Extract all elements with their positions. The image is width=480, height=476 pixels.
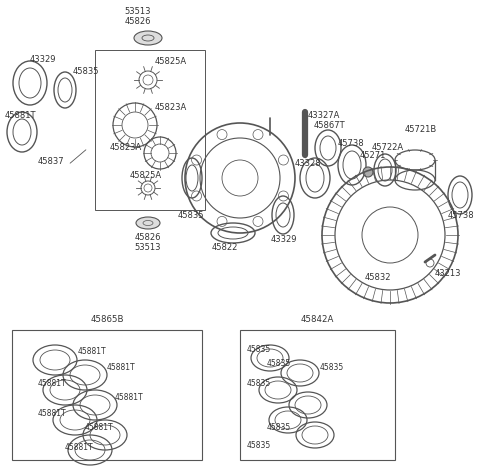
Text: 45271: 45271 <box>360 150 386 159</box>
Text: 45881T: 45881T <box>65 443 94 452</box>
Text: 45881T: 45881T <box>85 424 114 433</box>
Text: 45832: 45832 <box>365 274 392 282</box>
Text: 45881T: 45881T <box>78 347 107 357</box>
Text: 45835: 45835 <box>247 378 271 387</box>
Text: 53513: 53513 <box>125 8 151 17</box>
Text: 45823A: 45823A <box>110 143 142 152</box>
Text: 45826: 45826 <box>125 17 151 26</box>
Text: 45822: 45822 <box>212 244 239 252</box>
Text: 45823A: 45823A <box>155 103 187 112</box>
Text: 45835: 45835 <box>247 440 271 449</box>
Text: 45721B: 45721B <box>405 126 437 135</box>
Text: 45835: 45835 <box>247 346 271 355</box>
Text: 45722A: 45722A <box>372 143 404 152</box>
Bar <box>95 50 205 210</box>
Circle shape <box>363 167 373 177</box>
Bar <box>12 330 202 460</box>
Bar <box>240 330 395 460</box>
Text: 45837: 45837 <box>38 158 65 167</box>
Text: 45835: 45835 <box>267 358 291 367</box>
Text: 45881T: 45881T <box>38 378 67 387</box>
Text: 45881T: 45881T <box>115 393 144 401</box>
Text: 43328: 43328 <box>295 159 322 168</box>
Text: 45881T: 45881T <box>107 363 136 371</box>
Text: 53513: 53513 <box>135 242 161 251</box>
Text: 45881T: 45881T <box>5 110 36 119</box>
Text: 43327A: 43327A <box>308 110 340 119</box>
Text: 43329: 43329 <box>271 236 298 245</box>
Text: 45835: 45835 <box>178 210 204 219</box>
Text: 45835: 45835 <box>73 68 99 77</box>
Text: 45867T: 45867T <box>314 121 346 130</box>
Text: 45865B: 45865B <box>90 316 124 325</box>
Text: 45826: 45826 <box>135 234 161 242</box>
Ellipse shape <box>134 31 162 45</box>
Text: 45825A: 45825A <box>155 58 187 67</box>
Text: 45842A: 45842A <box>300 316 334 325</box>
Text: 43329: 43329 <box>30 56 57 65</box>
Text: 45825A: 45825A <box>130 170 162 179</box>
Text: 45835: 45835 <box>267 424 291 433</box>
Text: 45738: 45738 <box>338 139 365 148</box>
Text: 45738: 45738 <box>448 210 475 219</box>
Text: 43213: 43213 <box>435 268 461 278</box>
Text: 45835: 45835 <box>320 364 344 373</box>
Ellipse shape <box>136 217 160 229</box>
Text: 45881T: 45881T <box>38 408 67 417</box>
